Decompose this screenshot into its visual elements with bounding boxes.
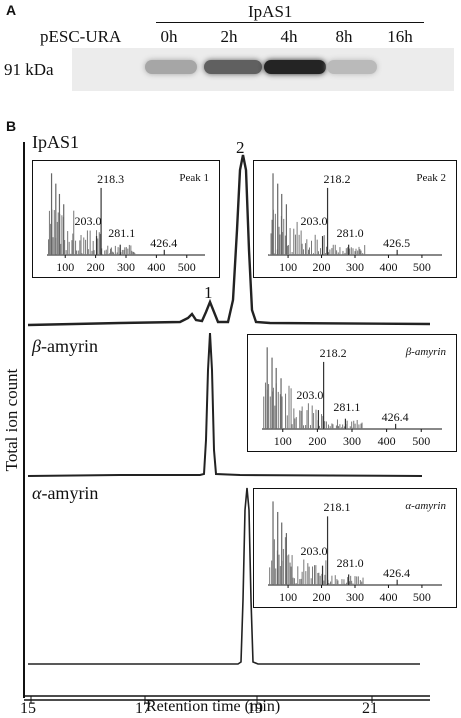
- beta-label-rest: -amyrin: [40, 336, 98, 356]
- band-4h: [264, 60, 326, 74]
- y-axis-label: Total ion count: [2, 368, 21, 472]
- spectrum-peak-label: 426.4: [382, 410, 409, 424]
- spectrum-peak-label: 218.2: [324, 172, 351, 186]
- panel-b-letter: B: [6, 118, 17, 134]
- spectrum-peak-label: 281.1: [108, 226, 135, 240]
- spectrum-peak-label: 218.2: [320, 346, 347, 360]
- spectrum-x-tick-label: 500: [413, 260, 431, 274]
- inset-title: Peak 2: [416, 172, 446, 184]
- trace-alpha-amyrin: [28, 487, 420, 665]
- x-axis-title: Retention time (min): [146, 698, 281, 715]
- panel-a-letter: A: [6, 2, 17, 18]
- band-2h: [204, 60, 262, 74]
- beta-glyph: β: [32, 336, 41, 356]
- spectrum-x-tick-label: 400: [147, 260, 165, 274]
- peak-1-label: 1: [204, 283, 213, 302]
- spectrum-x-tick-label: 300: [343, 434, 361, 448]
- spectrum-peak-label: 203.0: [75, 214, 102, 228]
- inset-peak-1: 218.3 203.0 281.1 426.4 Peak 1 100 200 300 400 50…: [32, 160, 220, 278]
- spectrum-x-tick-label: 300: [117, 260, 135, 274]
- inset-beta-amyrin: 218.2 203.0 281.1 426.4 β-amyrin 100 200 300 400…: [247, 334, 457, 452]
- x-tick-label-21: 21: [362, 700, 378, 717]
- western-blot: [72, 48, 454, 91]
- spectrum-x-tick-label: 200: [313, 590, 331, 604]
- spectrum-peak-label: 281.1: [333, 400, 360, 414]
- trace-label-beta-amyrin: β-amyrin: [32, 336, 98, 357]
- spectrum-x-tick-label: 200: [87, 260, 105, 274]
- spectrum-peak-label: 218.3: [97, 172, 124, 186]
- spectrum-x-tick-label: 200: [308, 434, 326, 448]
- trace-label-alpha-amyrin: α-amyrin: [32, 483, 98, 504]
- trace-label-ipas1: IpAS1: [32, 132, 80, 152]
- spectrum-x-tick-label: 500: [178, 260, 196, 274]
- group-bracket-line: [156, 22, 424, 23]
- inset-alpha-amyrin-spectrum: 218.1 203.0 281.0 426.4 α-amyrin 100 200 300 400…: [268, 500, 446, 604]
- ipas1-group-label: IpAS1: [248, 2, 293, 21]
- spectrum-x-tick-label: 100: [279, 260, 297, 274]
- inset-peak-2-spectrum: 218.2 203.0 281.0 426.5 Peak 2 100 200 300 400 50…: [268, 172, 446, 274]
- spectrum-x-tick-label: 400: [379, 260, 397, 274]
- spectrum-peak-label: 426.5: [383, 236, 410, 250]
- timepoint-0h: 0h: [160, 27, 178, 46]
- inset-title: Peak 1: [179, 172, 209, 184]
- timepoint-2h: 2h: [220, 27, 238, 46]
- spectrum-peak-label: 203.0: [301, 214, 328, 228]
- alpha-glyph: α: [32, 483, 42, 503]
- band-16h: [384, 60, 434, 74]
- control-label: pESC-URA: [40, 27, 122, 46]
- spectrum-peak-label: 426.4: [383, 566, 410, 580]
- spectrum-x-tick-label: 100: [274, 434, 292, 448]
- spectrum-peak-label: 203.0: [301, 544, 328, 558]
- x-tick-label-15: 15: [20, 700, 36, 717]
- spectrum-x-tick-label: 500: [412, 434, 430, 448]
- spectrum-x-tick-label: 400: [378, 434, 396, 448]
- spectrum-x-tick-label: 100: [279, 590, 297, 604]
- x-tick-label-17: 17: [135, 700, 151, 717]
- inset-peak-1-spectrum: 218.3 203.0 281.1 426.4 Peak 1 100 200 300 400 50…: [47, 172, 209, 274]
- spectrum-peak-label: 281.0: [337, 556, 364, 570]
- spectrum-peak-label: 426.4: [150, 236, 177, 250]
- x-tick-label-19: 19: [247, 700, 263, 717]
- band-0h: [145, 60, 197, 74]
- spectrum-peak-label: 281.0: [337, 226, 364, 240]
- inset-title: α-amyrin: [405, 500, 446, 512]
- inset-title: β-amyrin: [405, 346, 447, 358]
- mw-label: 91 kDa: [4, 60, 54, 79]
- spectrum-peak-label: 218.1: [324, 500, 351, 514]
- peak-2-label: 2: [236, 138, 245, 157]
- inset-alpha-amyrin: 218.1 203.0 281.0 426.4 α-amyrin 100 200 300 400…: [253, 488, 457, 608]
- timepoint-8h: 8h: [335, 27, 353, 46]
- spectrum-x-tick-label: 200: [313, 260, 331, 274]
- spectrum-x-tick-label: 500: [413, 590, 431, 604]
- timepoint-16h: 16h: [387, 27, 413, 46]
- alpha-label-rest: -amyrin: [41, 483, 99, 503]
- inset-peak-2: 218.2 203.0 281.0 426.5 Peak 2 100 200 300 400 50…: [253, 160, 457, 278]
- spectrum-x-tick-label: 400: [379, 590, 397, 604]
- inset-beta-amyrin-spectrum: 218.2 203.0 281.1 426.4 β-amyrin 100 200 300 400…: [262, 346, 447, 448]
- band-8h: [327, 60, 377, 74]
- spectrum-peak-label: 203.0: [296, 388, 323, 402]
- trace-beta-amyrin: [27, 332, 423, 477]
- timepoint-4h: 4h: [280, 27, 298, 46]
- spectrum-x-tick-label: 300: [346, 590, 364, 604]
- trace-ipas1: [27, 154, 431, 327]
- spectrum-x-tick-label: 100: [56, 260, 74, 274]
- spectrum-x-tick-label: 300: [346, 260, 364, 274]
